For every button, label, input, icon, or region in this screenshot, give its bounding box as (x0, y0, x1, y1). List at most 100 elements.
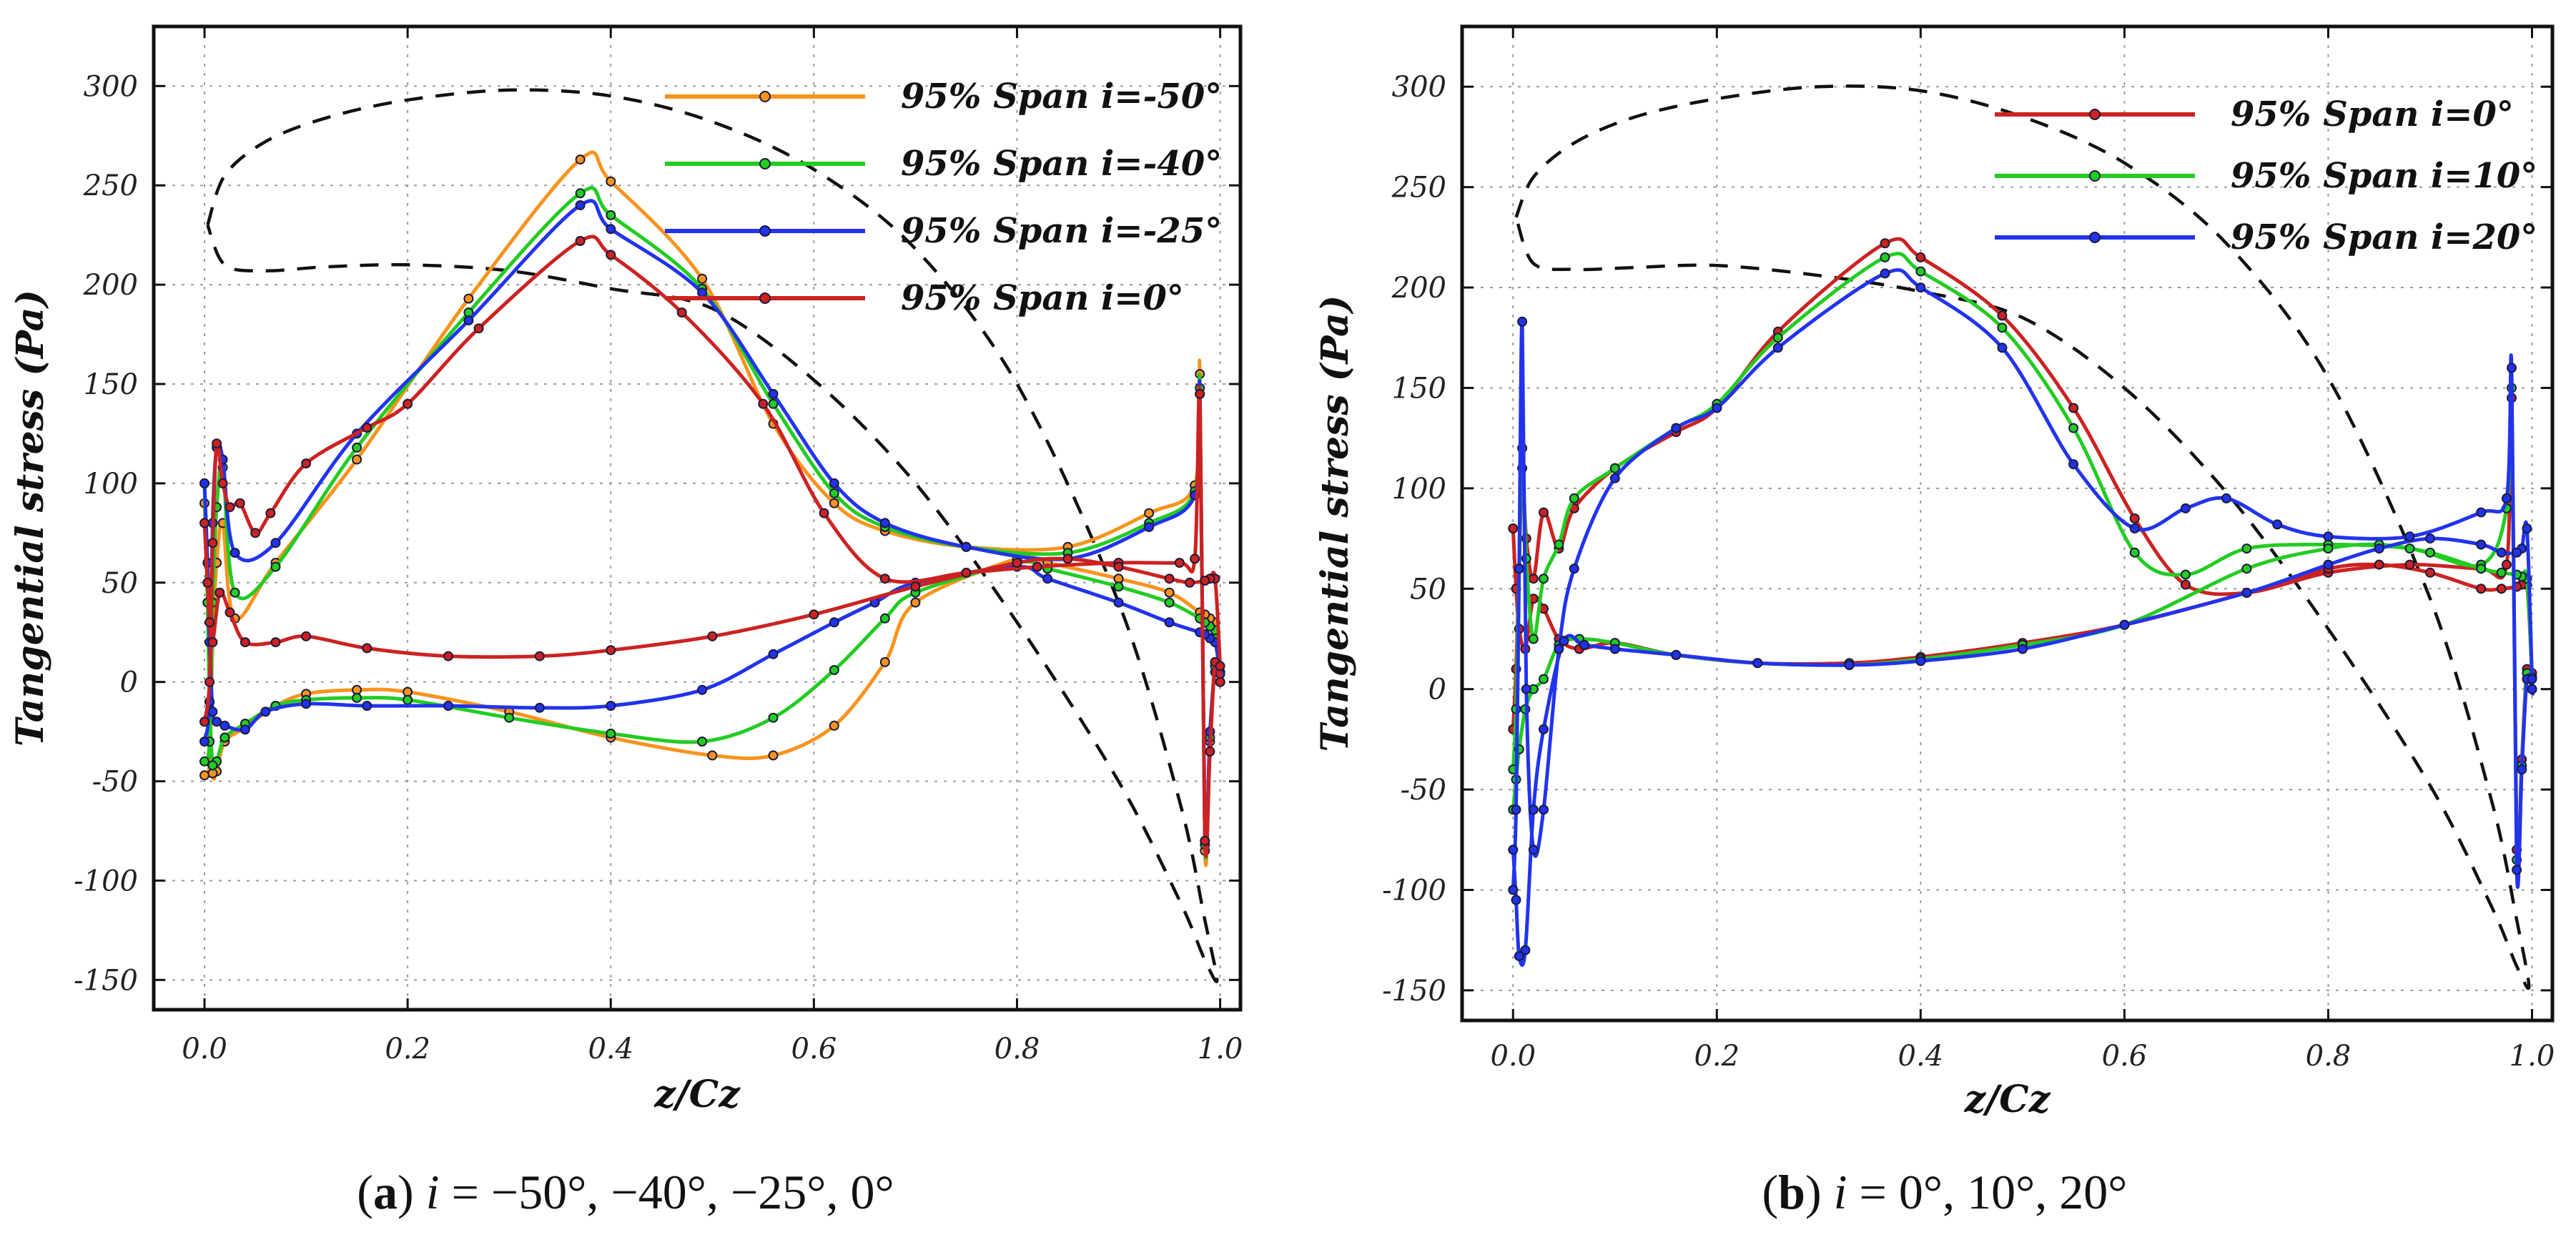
data-point (1915, 656, 1926, 666)
data-point (352, 692, 362, 703)
caption-part (1822, 1165, 1834, 1219)
data-point (961, 541, 972, 552)
legend-entry: 95% Span i=0° (665, 278, 1184, 318)
data-point (230, 548, 240, 558)
data-point (2323, 531, 2334, 542)
data-point (575, 154, 586, 165)
data-point (443, 651, 453, 661)
data-point (214, 587, 225, 598)
data-point (250, 528, 261, 538)
data-point (2425, 533, 2435, 544)
data-point (879, 656, 890, 667)
data-point (829, 617, 839, 628)
caption-part: ) (1805, 1165, 1822, 1219)
y-tick-label: -100 (74, 865, 138, 897)
data-point (1215, 676, 1225, 687)
caption-part: b (1778, 1165, 1805, 1219)
data-point (202, 577, 213, 588)
y-tick-label: 0 (120, 666, 138, 699)
caption-part: ) (398, 1165, 414, 1219)
series-4 (199, 235, 1225, 858)
caption-part: ( (357, 1165, 373, 1219)
y-tick-label: 50 (1410, 573, 1446, 606)
data-point (1113, 597, 1124, 608)
data-point (819, 508, 829, 518)
data-point (2221, 493, 2231, 503)
data-point (2180, 503, 2191, 513)
legend-label: 95% Span i=-50° (901, 77, 1222, 117)
data-point (212, 438, 222, 449)
data-point (2517, 764, 2527, 774)
y-tick-label: 300 (84, 70, 138, 103)
panel-caption: (a) i = −50°, −40°, −25°, 0° (357, 1165, 894, 1219)
data-point (1997, 310, 2008, 321)
legend-entry: 95% Span i=20° (1995, 217, 2537, 257)
data-point (504, 712, 515, 723)
x-tick-label: 0.6 (791, 1033, 837, 1066)
x-tick-label: 0.6 (2102, 1040, 2148, 1073)
data-point (1164, 597, 1175, 608)
data-point (2068, 459, 2079, 470)
data-point (2272, 519, 2283, 530)
data-point (1772, 333, 1783, 343)
data-point (2129, 523, 2140, 533)
data-point (219, 732, 230, 743)
caption-part: i (1834, 1165, 1847, 1219)
data-point (240, 637, 250, 648)
data-point (199, 518, 209, 528)
data-point (1772, 343, 1783, 353)
data-point (2512, 865, 2522, 875)
data-point (199, 717, 209, 727)
legend-entry: 95% Span i=10° (1995, 156, 2537, 196)
y-tick-label: 150 (84, 368, 138, 401)
data-point (697, 684, 708, 695)
data-point (2501, 493, 2512, 503)
data-point (1671, 423, 1682, 433)
data-point (301, 699, 312, 709)
data-point (1508, 885, 1519, 895)
data-point (1032, 561, 1042, 572)
data-point (199, 737, 209, 747)
data-point (1113, 581, 1124, 592)
data-point (575, 200, 586, 210)
data-point (606, 176, 616, 187)
series-line (202, 235, 1223, 858)
data-point (224, 607, 235, 618)
legend-label: 95% Span i=20° (2231, 217, 2537, 257)
data-point (1200, 576, 1210, 586)
data-point (1185, 577, 1195, 588)
data-point (1521, 684, 1531, 694)
data-point (707, 750, 718, 761)
series-line (1511, 268, 2535, 967)
data-point (829, 478, 839, 488)
data-point (809, 609, 819, 620)
data-point (362, 701, 372, 711)
legend-swatch-marker (759, 292, 771, 304)
blade-profile-line (206, 88, 1219, 983)
data-point (1559, 636, 1569, 646)
data-point (829, 665, 839, 675)
data-point (199, 756, 209, 767)
data-point (1528, 574, 1539, 584)
data-point (1671, 649, 1682, 660)
legend-entry: 95% Span i=-25° (665, 211, 1222, 251)
legend: 95% Span i=0° 95% Span i=10° 95% Span i=20… (1995, 94, 2537, 257)
data-point (2476, 564, 2487, 574)
legend-swatch-marker (2089, 170, 2101, 182)
grid (154, 26, 1240, 1010)
chart-panel-b: 0.0 0.2 0.4 0.6 0.8 1.0 -150 -100 -50 0 50 100 150 20… (1313, 24, 2555, 1219)
data-point (2241, 543, 2252, 554)
caption-part: ( (1762, 1165, 1779, 1219)
data-point (1514, 951, 1524, 962)
data-point (1517, 316, 1528, 327)
data-point (2404, 531, 2415, 542)
data-point (1195, 388, 1205, 399)
data-point (230, 587, 240, 598)
data-point (768, 712, 779, 723)
plot-frame (152, 24, 1243, 1012)
data-point (212, 717, 222, 727)
data-point (1508, 523, 1519, 533)
data-point (697, 273, 708, 284)
y-tick-label: 50 (102, 567, 138, 600)
data-point (1528, 804, 1539, 815)
